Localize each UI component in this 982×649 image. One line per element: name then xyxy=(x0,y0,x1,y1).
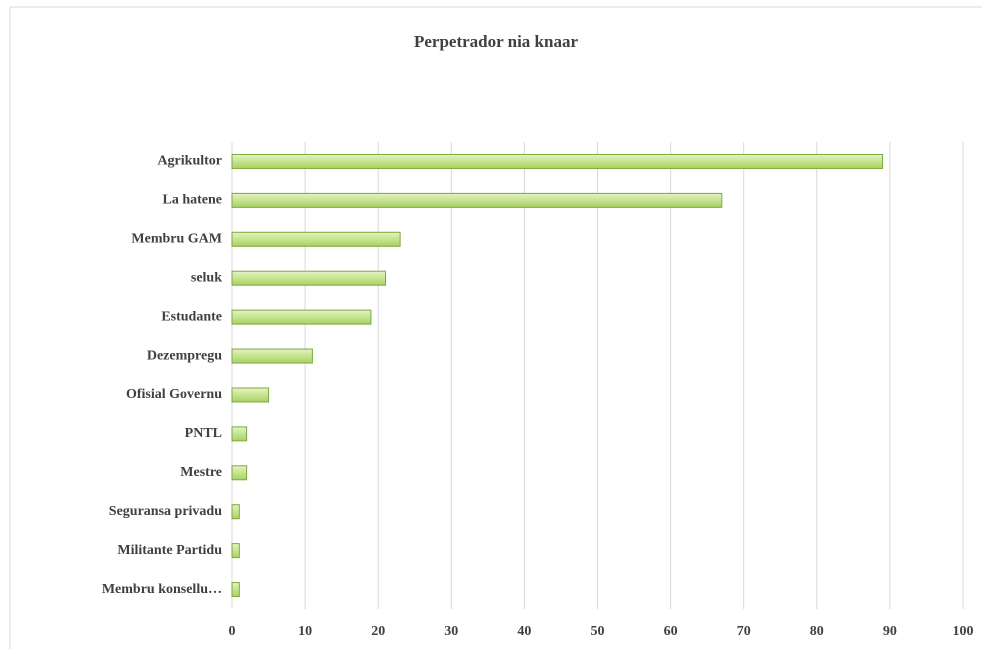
bar xyxy=(231,309,372,325)
bar xyxy=(231,192,723,208)
y-tick-label: Membru konsellu… xyxy=(102,582,222,597)
y-tick-label: La hatene xyxy=(163,193,223,208)
bar xyxy=(231,504,240,520)
x-tick-label: 70 xyxy=(737,624,751,639)
y-tick-label: Agrikultor xyxy=(157,154,222,169)
bar xyxy=(231,465,248,481)
bar xyxy=(231,153,884,169)
bar xyxy=(231,387,270,403)
x-tick-label: 0 xyxy=(229,624,236,639)
chart-title: Perpetrador nia knaar xyxy=(414,32,578,51)
y-tick-label: Dezempregu xyxy=(147,348,222,363)
bar xyxy=(231,543,240,559)
bar xyxy=(231,348,313,364)
bar xyxy=(231,270,387,286)
bar xyxy=(231,582,240,598)
bar xyxy=(231,231,401,247)
y-tick-label: Membru GAM xyxy=(131,232,222,247)
y-tick-label: Seguransa privadu xyxy=(109,504,222,519)
y-tick-label: Ofisial Governu xyxy=(126,387,222,402)
x-tick-label: 10 xyxy=(298,624,312,639)
x-tick-label: 40 xyxy=(517,624,531,639)
y-tick-label: Militante Partidu xyxy=(117,543,222,558)
x-tick-label: 30 xyxy=(444,624,458,639)
x-tick-label: 50 xyxy=(591,624,605,639)
x-tick-label: 90 xyxy=(883,624,897,639)
chart-frame xyxy=(9,6,982,649)
y-tick-label: seluk xyxy=(191,270,222,285)
y-tick-label: Mestre xyxy=(180,465,222,480)
x-tick-label: 100 xyxy=(953,624,974,639)
y-tick-label: Estudante xyxy=(161,309,222,324)
x-tick-label: 80 xyxy=(810,624,824,639)
x-tick-label: 20 xyxy=(371,624,385,639)
y-tick-label: PNTL xyxy=(185,426,222,441)
x-tick-label: 60 xyxy=(664,624,678,639)
bar xyxy=(231,426,248,442)
